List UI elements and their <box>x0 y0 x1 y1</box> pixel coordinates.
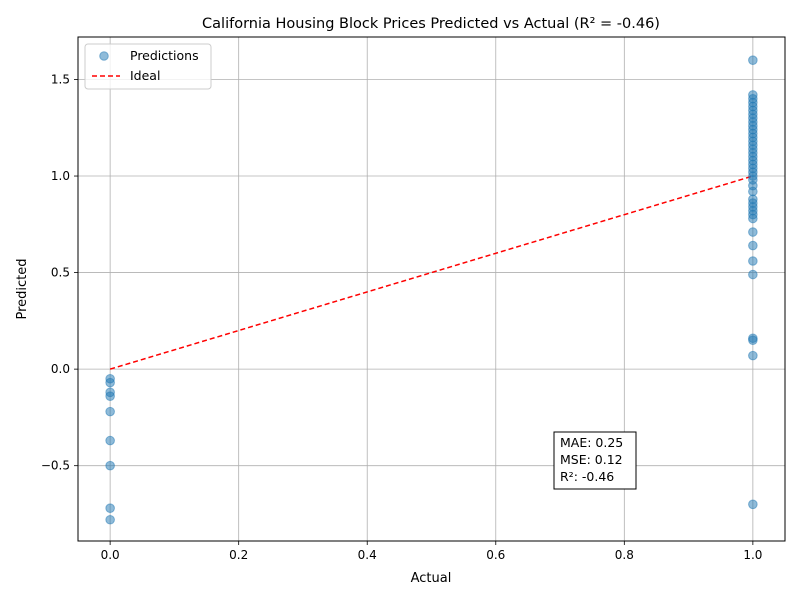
x-axis-label: Actual <box>411 571 452 586</box>
y-ticks: −0.5 0.0 0.5 1.0 1.5 <box>41 72 78 473</box>
prediction-point <box>105 435 115 446</box>
plot-frame <box>77 36 786 542</box>
x-tick-label: 0.4 <box>358 548 377 562</box>
y-tick-label: 1.5 <box>51 72 70 86</box>
metric-mse: MSE: 0.12 <box>560 452 623 467</box>
prediction-point <box>748 499 758 510</box>
y-axis-label: Predicted <box>15 258 30 319</box>
y-tick-label: −0.5 <box>41 459 70 473</box>
legend-label-ideal: Ideal <box>130 68 160 83</box>
legend-box <box>84 43 212 90</box>
x-tick-label: 0.8 <box>615 548 634 562</box>
metric-mae: MAE: 0.25 <box>560 435 623 450</box>
prediction-point <box>748 335 758 345</box>
prediction-point <box>105 406 115 417</box>
metrics-annotation: MAE: 0.25 MSE: 0.12 R²: -0.46 <box>553 431 637 490</box>
prediction-point <box>748 269 758 280</box>
y-tick-label: 1.0 <box>51 169 70 183</box>
prediction-point <box>748 213 758 224</box>
x-tick-label: 0.6 <box>486 548 505 562</box>
prediction-point <box>105 514 115 525</box>
y-tick-label: 0.0 <box>51 362 70 376</box>
prediction-point <box>105 503 115 513</box>
prediction-point <box>105 377 115 388</box>
metric-r2: R²: -0.46 <box>560 469 614 484</box>
prediction-point <box>748 256 758 266</box>
chart-title: California Housing Block Prices Predicte… <box>202 16 660 32</box>
prediction-point <box>748 350 758 361</box>
legend-marker-predictions <box>99 51 109 61</box>
x-tick-label: 0.0 <box>101 548 120 562</box>
points-layer <box>105 55 758 525</box>
x-tick-label: 0.2 <box>229 548 248 562</box>
legend-label-predictions: Predictions <box>130 48 199 63</box>
prediction-point <box>748 55 758 65</box>
prediction-point <box>105 460 115 471</box>
x-tick-label: 1.0 <box>743 548 762 562</box>
x-ticks: 0.0 0.2 0.4 0.6 0.8 1.0 <box>101 541 762 562</box>
legend: Predictions Ideal <box>84 43 212 90</box>
y-tick-label: 0.5 <box>51 266 70 280</box>
prediction-point <box>748 240 758 251</box>
prediction-point <box>105 391 115 401</box>
metrics-box <box>553 431 637 490</box>
prediction-point <box>748 227 758 237</box>
